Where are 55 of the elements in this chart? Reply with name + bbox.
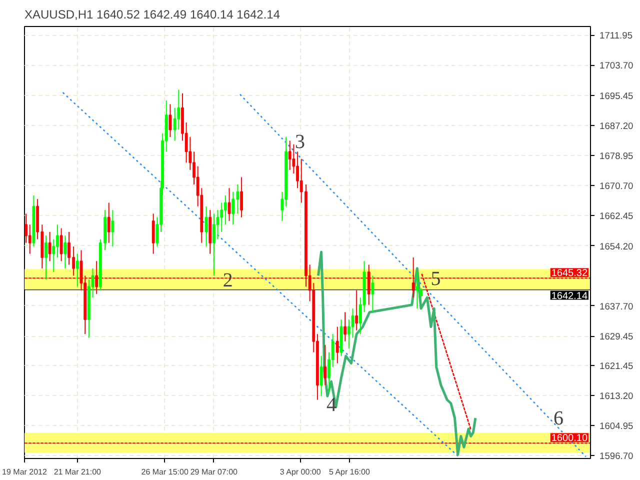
y-tick-label: 1670.70	[600, 181, 634, 192]
candlestick	[344, 312, 347, 342]
y-tick-label: 1711.95	[600, 30, 633, 41]
ref-line-label: 1645.32	[551, 268, 588, 280]
candlestick	[320, 355, 323, 397]
candlestick	[240, 176, 243, 218]
candlestick	[296, 151, 299, 189]
candlestick	[52, 238, 56, 273]
x-tick-label: 19 Mar 2012	[2, 468, 48, 476]
y-tick-label: 1654.20	[600, 241, 634, 252]
candlestick	[336, 326, 339, 364]
candlestick	[107, 202, 110, 244]
candlestick	[288, 140, 292, 170]
x-tick-label: 29 Mar 07:00	[190, 468, 238, 476]
candlestick	[44, 235, 48, 280]
candlestick	[68, 231, 70, 266]
candlestick	[64, 235, 67, 269]
y-tick-label: 1604.95	[600, 420, 634, 431]
candlestick	[76, 253, 79, 288]
candlestick	[324, 344, 327, 386]
y-tick-label: 1629.45	[600, 332, 634, 342]
candlestick	[72, 246, 76, 276]
x-tick-label: 21 Mar 21:00	[54, 468, 102, 476]
y-tick-label: 1662.45	[600, 211, 634, 222]
y-tick-label: 1637.70	[600, 301, 634, 312]
annotation: 3	[295, 131, 306, 154]
y-tick-label: 1703.70	[600, 60, 634, 71]
ref-line-label: 1600.10	[551, 433, 588, 444]
candlestick	[56, 224, 59, 258]
x-tick-label: 3 Apr 00:00	[280, 468, 322, 476]
y-tick-label: 1596.70	[600, 451, 634, 462]
annotation: 4	[326, 394, 336, 416]
y-tick-label: 1687.20	[600, 120, 634, 131]
y-tick-label: 1613.20	[600, 390, 634, 401]
candlestick	[48, 231, 52, 262]
x-tick-label: 26 Mar 15:00	[141, 468, 189, 476]
candlestick	[371, 275, 374, 313]
candlestick	[152, 213, 155, 254]
candlestick	[212, 213, 216, 276]
annotation: 6	[553, 407, 564, 430]
y-tick-label: 1621.45	[600, 360, 634, 371]
candlestick	[416, 272, 419, 310]
candlestick	[111, 210, 114, 248]
chart-title: XAUUSD,H1 1640.52 1642.49 1640.14 1642.14	[24, 8, 280, 22]
candlestick	[24, 213, 28, 244]
candlestick	[224, 194, 227, 226]
x-tick-label: 5 Apr 16:00	[329, 468, 370, 476]
candlestick	[60, 228, 63, 262]
candlestick	[28, 224, 32, 254]
y-tick-label: 1695.45	[600, 90, 634, 101]
candlestick	[232, 191, 235, 226]
y-tick-label: 1678.95	[600, 150, 634, 161]
candlestick	[355, 290, 358, 331]
line-series	[316, 250, 477, 456]
ref-line-label: 1642.14	[551, 290, 588, 302]
